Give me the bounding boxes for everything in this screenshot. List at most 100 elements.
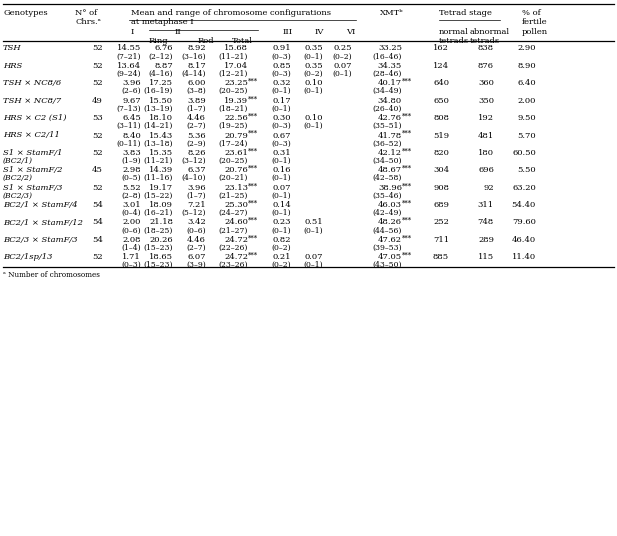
Text: (0–1): (0–1) [304, 261, 323, 269]
Text: 14.39: 14.39 [149, 166, 173, 174]
Text: 60.50: 60.50 [512, 149, 536, 157]
Text: ***: *** [402, 165, 412, 173]
Text: S1 × StamF/3: S1 × StamF/3 [3, 184, 62, 192]
Text: (3–9): (3–9) [186, 261, 206, 269]
Text: % of: % of [522, 9, 540, 17]
Text: 8.40: 8.40 [122, 131, 141, 139]
Text: (1–7): (1–7) [186, 192, 206, 200]
Text: pollen: pollen [522, 28, 548, 36]
Text: ***: *** [248, 113, 258, 121]
Text: 6.76: 6.76 [154, 44, 173, 53]
Text: 20.76: 20.76 [224, 166, 248, 174]
Text: 46.03: 46.03 [378, 201, 402, 209]
Text: 0.35: 0.35 [304, 62, 323, 70]
Text: (42–49): (42–49) [373, 209, 402, 217]
Text: (18–21): (18–21) [218, 105, 248, 113]
Text: 3.42: 3.42 [187, 219, 206, 227]
Text: 304: 304 [433, 166, 449, 174]
Text: 8.87: 8.87 [154, 62, 173, 70]
Text: 0.91: 0.91 [272, 44, 291, 53]
Text: 0.21: 0.21 [273, 254, 291, 261]
Text: 53: 53 [93, 114, 103, 122]
Text: (0–4): (0–4) [122, 209, 141, 217]
Text: 3.96: 3.96 [122, 79, 141, 87]
Text: Tetrad stage: Tetrad stage [439, 9, 492, 17]
Text: 34.35: 34.35 [378, 62, 402, 70]
Text: II: II [175, 28, 182, 36]
Text: 45: 45 [92, 166, 103, 174]
Text: N° of: N° of [75, 9, 97, 17]
Text: 23.13: 23.13 [224, 184, 248, 192]
Text: 21.18: 21.18 [149, 219, 173, 227]
Text: HRS × C2 (S1): HRS × C2 (S1) [3, 114, 67, 122]
Text: 34.80: 34.80 [378, 96, 402, 105]
Text: 696: 696 [478, 166, 494, 174]
Text: 3.96: 3.96 [188, 184, 206, 192]
Text: (17–24): (17–24) [218, 139, 248, 147]
Text: Chrs.ᵃ: Chrs.ᵃ [75, 18, 101, 26]
Text: 0.32: 0.32 [273, 79, 291, 87]
Text: 14.55: 14.55 [117, 44, 141, 53]
Text: TSH × NC8/7: TSH × NC8/7 [3, 96, 61, 105]
Text: 79.60: 79.60 [512, 219, 536, 227]
Text: abnormal: abnormal [470, 28, 510, 36]
Text: 2.90: 2.90 [518, 44, 536, 53]
Text: 2.00: 2.00 [518, 96, 536, 105]
Text: (0–1): (0–1) [271, 227, 291, 235]
Text: 13.64: 13.64 [117, 62, 141, 70]
Text: 0.35: 0.35 [304, 44, 323, 53]
Text: (2–12): (2–12) [149, 53, 173, 61]
Text: (28–46): (28–46) [373, 70, 402, 78]
Text: (20–21): (20–21) [218, 174, 248, 182]
Text: (0–2): (0–2) [271, 261, 291, 269]
Text: BC2/1sp/13: BC2/1sp/13 [3, 254, 52, 261]
Text: tetrads: tetrads [470, 37, 500, 45]
Text: (19–25): (19–25) [218, 122, 248, 130]
Text: (15–23): (15–23) [144, 244, 173, 252]
Text: 23.25: 23.25 [224, 79, 248, 87]
Text: 519: 519 [433, 131, 449, 139]
Text: 52: 52 [93, 149, 103, 157]
Text: 162: 162 [433, 44, 449, 53]
Text: (0–1): (0–1) [271, 105, 291, 113]
Text: (23–26): (23–26) [218, 261, 248, 269]
Text: (0–1): (0–1) [304, 87, 323, 95]
Text: 24.72: 24.72 [224, 254, 248, 261]
Text: 9.67: 9.67 [122, 96, 141, 105]
Text: (7–13): (7–13) [117, 105, 141, 113]
Text: 47.62: 47.62 [378, 236, 402, 244]
Text: (0–3): (0–3) [271, 53, 291, 61]
Text: (16–46): (16–46) [373, 53, 402, 61]
Text: ***: *** [402, 130, 412, 138]
Text: (0–1): (0–1) [333, 70, 352, 78]
Text: 0.14: 0.14 [272, 201, 291, 209]
Text: 0.10: 0.10 [305, 114, 323, 122]
Text: (0–1): (0–1) [304, 227, 323, 235]
Text: ᵃ Number of chromosomes: ᵃ Number of chromosomes [3, 271, 100, 279]
Text: (15–22): (15–22) [144, 192, 173, 200]
Text: (3–16): (3–16) [181, 53, 206, 61]
Text: 7.21: 7.21 [188, 201, 206, 209]
Text: (13–19): (13–19) [144, 105, 173, 113]
Text: (20–25): (20–25) [218, 87, 248, 95]
Text: 124: 124 [433, 62, 449, 70]
Text: 8.90: 8.90 [518, 62, 536, 70]
Text: (0–5): (0–5) [122, 174, 141, 182]
Text: 0.51: 0.51 [304, 219, 323, 227]
Text: 54: 54 [92, 219, 103, 227]
Text: 15.43: 15.43 [149, 131, 173, 139]
Text: Ring: Ring [149, 37, 168, 45]
Text: (0–6): (0–6) [186, 227, 206, 235]
Text: 15.50: 15.50 [149, 96, 173, 105]
Text: (11–16): (11–16) [144, 174, 173, 182]
Text: 17.04: 17.04 [224, 62, 248, 70]
Text: 0.67: 0.67 [273, 131, 291, 139]
Text: (0–1): (0–1) [271, 174, 291, 182]
Text: (16–21): (16–21) [144, 209, 173, 217]
Text: (BC2/2): (BC2/2) [3, 174, 33, 182]
Text: 0.85: 0.85 [272, 62, 291, 70]
Text: ***: *** [248, 130, 258, 138]
Text: (18–25): (18–25) [144, 227, 173, 235]
Text: (16–19): (16–19) [144, 87, 173, 95]
Text: (44–56): (44–56) [373, 227, 402, 235]
